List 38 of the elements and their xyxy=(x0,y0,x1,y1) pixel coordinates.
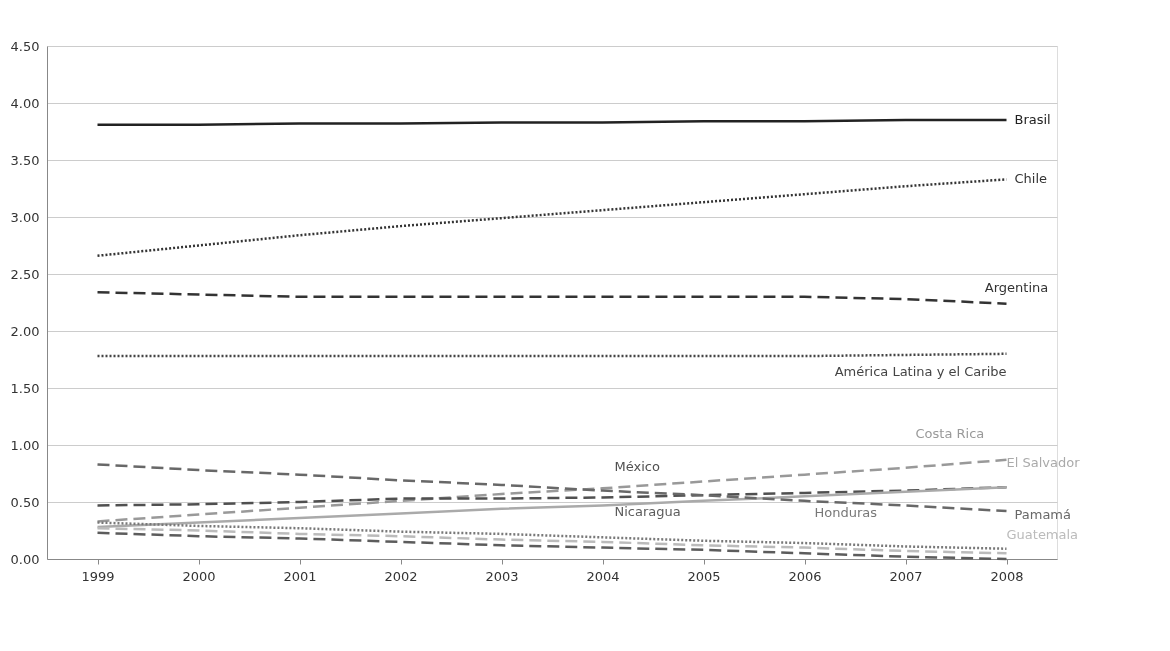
x-tick-label: 2003 xyxy=(485,568,519,584)
series-label: Argentina xyxy=(984,279,1049,295)
x-tick-label: 1999 xyxy=(81,568,115,584)
y-tick-label: 3.50 xyxy=(10,152,40,168)
series-label: Guatemala xyxy=(1006,527,1079,543)
line-series xyxy=(96,526,1008,555)
series-label: Honduras xyxy=(814,505,878,521)
x-tick-label: 2000 xyxy=(182,568,216,584)
series-label: Chile xyxy=(1014,171,1048,187)
text: Nicaragua xyxy=(614,503,681,519)
x-tick-label: 2002 xyxy=(384,568,418,584)
series-label: América Latina y el Caribe xyxy=(834,363,1007,379)
y-tick-label: 0.50 xyxy=(10,494,40,510)
y-tick-label: 4.50 xyxy=(10,38,40,54)
series-label: México xyxy=(614,459,660,475)
x-tick-label: 2001 xyxy=(283,568,317,584)
series-label: Costa Rica xyxy=(915,425,985,441)
line-series xyxy=(96,485,1008,507)
y-tick-label: 1.00 xyxy=(10,437,40,453)
line-series xyxy=(96,458,1008,523)
y-tick-label: 1.50 xyxy=(10,380,40,396)
line-series xyxy=(96,531,1008,561)
y-tick-label: 3.00 xyxy=(10,209,40,225)
y-tick-label: 2.50 xyxy=(10,266,40,282)
x-tick-label: 2005 xyxy=(687,568,721,584)
series-label: Brasil xyxy=(1014,112,1051,128)
line-series xyxy=(96,485,1008,529)
x-tick-label: 2006 xyxy=(788,568,822,584)
y-tick-label: 2.00 xyxy=(10,323,40,339)
line-series xyxy=(96,178,1008,258)
series-label: El Salvador xyxy=(1006,455,1081,471)
line-series xyxy=(96,521,1008,550)
y-tick-label: 4.00 xyxy=(10,95,40,111)
x-tick-label: 2004 xyxy=(586,568,620,584)
x-tick-label: 2007 xyxy=(889,568,923,584)
series-label: Pamamá xyxy=(1014,507,1071,523)
x-tick-label: 2008 xyxy=(990,568,1024,584)
y-tick-label: 0.00 xyxy=(10,551,40,567)
